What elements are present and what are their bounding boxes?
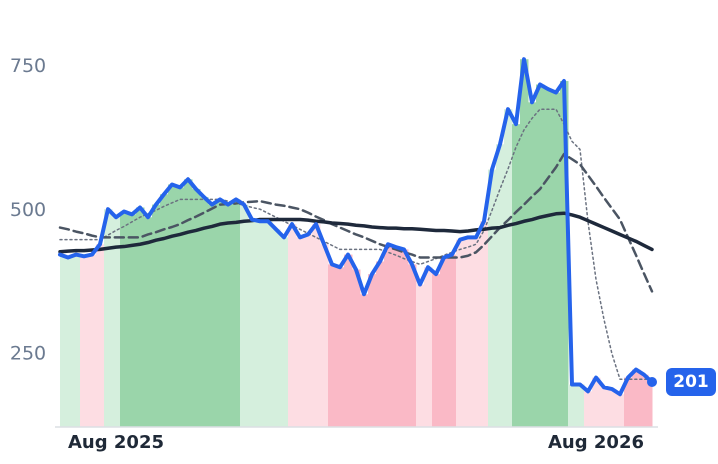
regime-bar <box>72 254 81 427</box>
regime-bar <box>632 369 641 427</box>
regime-bar <box>504 109 513 428</box>
y-tick-label: 250 <box>10 343 46 365</box>
regime-bar <box>240 204 249 427</box>
regime-bar <box>472 237 481 427</box>
regime-bar <box>80 256 89 427</box>
regime-bar <box>520 59 529 427</box>
regime-bar <box>600 387 609 427</box>
regime-bar <box>376 261 385 427</box>
regime-bar <box>312 224 321 427</box>
regime-bar <box>512 124 521 428</box>
regime-bar <box>232 199 241 427</box>
regime-bar <box>60 254 65 427</box>
y-tick-label: 750 <box>10 55 46 77</box>
regime-bar <box>264 221 273 427</box>
regime-bar <box>552 92 561 427</box>
regime-bar <box>384 244 393 427</box>
regime-bar <box>648 382 653 427</box>
regime-bar <box>544 89 553 427</box>
regime-bar <box>360 294 369 427</box>
regime-bar <box>112 217 121 427</box>
regime-bar <box>200 197 209 427</box>
regime-bar <box>128 214 137 427</box>
regime-bar <box>272 229 281 427</box>
regime-bar <box>208 204 217 427</box>
regime-bar <box>576 384 585 427</box>
regime-bar <box>168 184 177 427</box>
regime-bar <box>616 394 625 427</box>
regime-bar <box>488 169 497 428</box>
regime-bar <box>624 377 633 427</box>
regime-bar <box>216 199 225 427</box>
regime-bar <box>248 219 257 427</box>
regime-bar <box>224 204 233 427</box>
series-line <box>58 152 654 293</box>
series-line <box>58 211 654 254</box>
regime-bar <box>592 377 601 427</box>
regime-bar <box>352 269 361 427</box>
series-line <box>58 57 654 397</box>
regime-bar <box>256 221 265 427</box>
regime-bar <box>480 221 489 427</box>
regime-bar <box>496 144 505 427</box>
regime-bar <box>608 389 617 427</box>
regime-bar <box>64 257 73 427</box>
regime-bar <box>528 102 537 428</box>
regime-bar <box>424 267 433 427</box>
regime-bar <box>144 217 153 427</box>
regime-bar <box>152 204 161 427</box>
regime-bar <box>176 187 185 427</box>
regime-bar <box>136 207 145 427</box>
regime-bar <box>536 84 545 428</box>
regime-bar <box>296 237 305 427</box>
regime-bar <box>568 384 577 427</box>
regime-bar <box>328 264 337 427</box>
regime-bar <box>416 284 425 427</box>
regime-bar <box>160 194 169 427</box>
regime-bar <box>184 179 193 427</box>
regime-bar <box>392 247 401 427</box>
regime-bar <box>120 211 129 427</box>
series-line <box>59 108 653 381</box>
regime-bar <box>304 234 313 427</box>
regime-bar <box>400 249 409 427</box>
regime-bar <box>584 391 593 427</box>
regime-bar <box>336 267 345 427</box>
regime-bar <box>448 254 457 427</box>
regime-bar <box>408 264 417 427</box>
regime-bar <box>464 237 473 427</box>
regime-bar <box>320 244 329 427</box>
regime-bar <box>96 244 105 427</box>
x-tick-label: Aug 2026 <box>548 432 644 453</box>
last-value-dot <box>647 377 657 387</box>
regime-bar <box>456 239 465 427</box>
regime-bar <box>368 274 377 427</box>
last-value-badge <box>666 368 716 396</box>
regime-bar <box>104 209 113 427</box>
regime-bar <box>288 224 297 427</box>
x-tick-label: Aug 2025 <box>68 432 164 453</box>
y-tick-label: 500 <box>10 199 46 221</box>
regime-bar <box>344 254 353 427</box>
regime-bar <box>440 257 449 427</box>
regime-bar <box>560 81 569 428</box>
regime-bar <box>280 237 289 427</box>
regime-bar <box>88 254 97 427</box>
last-value-label: 201 <box>673 372 709 392</box>
regime-bar <box>432 274 441 427</box>
regime-bar <box>192 189 201 427</box>
regime-bar <box>640 374 649 427</box>
